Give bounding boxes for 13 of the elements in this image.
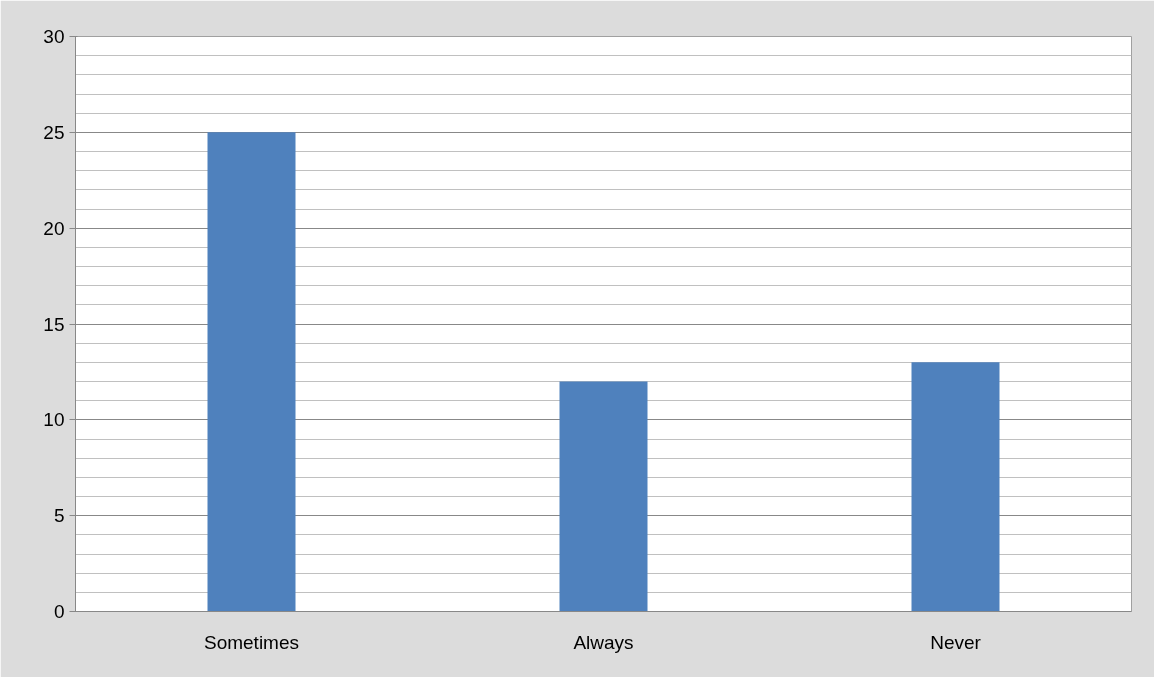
x-tick-label: Never	[930, 631, 982, 653]
x-tick-label: Always	[573, 631, 634, 653]
y-tick-label: 5	[53, 505, 65, 527]
y-tick-label: 10	[43, 409, 65, 431]
y-tick-label: 0	[53, 601, 65, 622]
y-tick-label: 25	[43, 121, 65, 143]
bar	[559, 381, 648, 612]
y-tick-label: 15	[43, 313, 65, 335]
bar	[911, 362, 1000, 612]
y-tick-label: 20	[43, 217, 65, 239]
bar	[207, 132, 296, 612]
x-tick-label: Sometimes	[203, 631, 300, 653]
y-tick-label: 30	[43, 26, 65, 47]
